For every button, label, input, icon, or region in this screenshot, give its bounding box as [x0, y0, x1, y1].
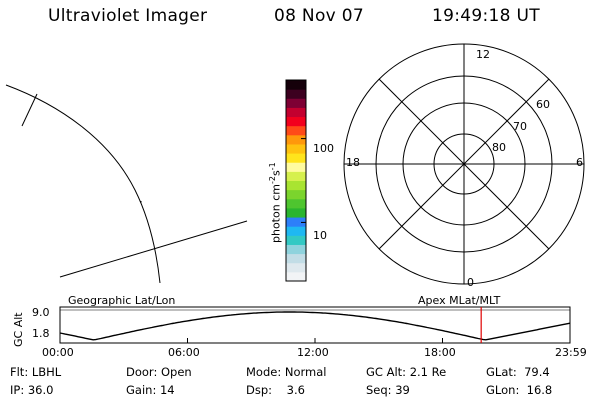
status-glat: GLat: 79.4 [486, 365, 550, 379]
geographic-map [5, 84, 248, 284]
colorbar-swatch [286, 244, 306, 255]
colorbar-swatch [286, 253, 306, 264]
colorbar-swatch [286, 153, 306, 163]
time-label: 19:49:18 UT [432, 6, 540, 26]
date-label: 08 Nov 07 [274, 6, 364, 26]
colorbar-swatch [286, 98, 306, 108]
strip-xtick-2359: 23:59 [555, 346, 587, 359]
status-gc-alt: GC Alt: 2.1 Re [366, 365, 447, 379]
colorbar-swatch [286, 235, 306, 245]
strip-right-label: Apex MLat/MLT [418, 294, 501, 307]
meridian-line [59, 220, 248, 278]
strip-xtick-0600: 06:00 [168, 346, 200, 359]
colorbar-swatch [286, 189, 306, 200]
status-ip: IP: 36.0 [10, 383, 54, 397]
status-dsp: Dsp: 3.6 [246, 383, 305, 397]
colorbar-swatch [286, 125, 306, 136]
strip-ylabel: GC Alt [12, 312, 25, 347]
colorbar-frame [285, 79, 307, 282]
colorbar-swatch [286, 107, 306, 118]
colorbar-unit-label: photon cm-2s-1 [268, 162, 283, 243]
strip-left-label: Geographic Lat/Lon [68, 294, 176, 307]
color-bar [285, 79, 307, 282]
earth-limb-arc [5, 84, 161, 284]
polar-diagonal-2 [378, 78, 550, 250]
limb-tick [21, 93, 38, 127]
strip-ytick-1-8: 1.8 [32, 327, 50, 340]
colorbar-swatch [286, 116, 306, 127]
colorbar-tick-10: 10 [313, 229, 327, 242]
mlt-label-0: 0 [467, 276, 474, 289]
colorbar-swatch [286, 80, 306, 90]
status-gain: Gain: 14 [126, 383, 175, 397]
polar-grid [343, 43, 585, 285]
colorbar-swatch [286, 134, 306, 145]
instrument-title: Ultraviolet Imager [48, 6, 208, 26]
strip-xtick-1800: 18:00 [424, 346, 456, 359]
status-door: Door: Open [126, 365, 192, 379]
colorbar-swatch [286, 217, 306, 227]
lat-label-60: 60 [536, 98, 550, 111]
strip-ytick-9: 9.0 [32, 306, 50, 319]
strip-xtick-0000: 00:00 [42, 346, 74, 359]
status-glon: GLon: 16.8 [486, 383, 553, 397]
colorbar-swatch [286, 171, 306, 181]
colorbar-swatch [286, 162, 306, 172]
mlt-label-6: 6 [576, 156, 583, 169]
colorbar-tick-100: 100 [313, 142, 334, 155]
colorbar-swatch [286, 180, 306, 191]
colorbar-swatch [286, 271, 306, 282]
colorbar-swatch [286, 226, 306, 236]
status-seq: Seq: 39 [366, 383, 410, 397]
map-dot [140, 201, 142, 203]
colorbar-swatch [286, 198, 306, 209]
mlt-label-18: 18 [346, 156, 360, 169]
mlt-label-12: 12 [476, 48, 490, 61]
orbit-strip [59, 306, 571, 344]
colorbar-swatch [286, 89, 306, 99]
colorbar-swatch [286, 207, 306, 218]
lat-label-80: 80 [492, 141, 506, 154]
strip-xtick-1200: 12:00 [297, 346, 329, 359]
colorbar-swatch [286, 143, 306, 154]
status-mode: Mode: Normal [246, 365, 327, 379]
colorbar-swatch [286, 262, 306, 273]
lat-label-70: 70 [513, 120, 527, 133]
status-filter: Flt: LBHL [10, 365, 62, 379]
altitude-curve [59, 311, 571, 341]
